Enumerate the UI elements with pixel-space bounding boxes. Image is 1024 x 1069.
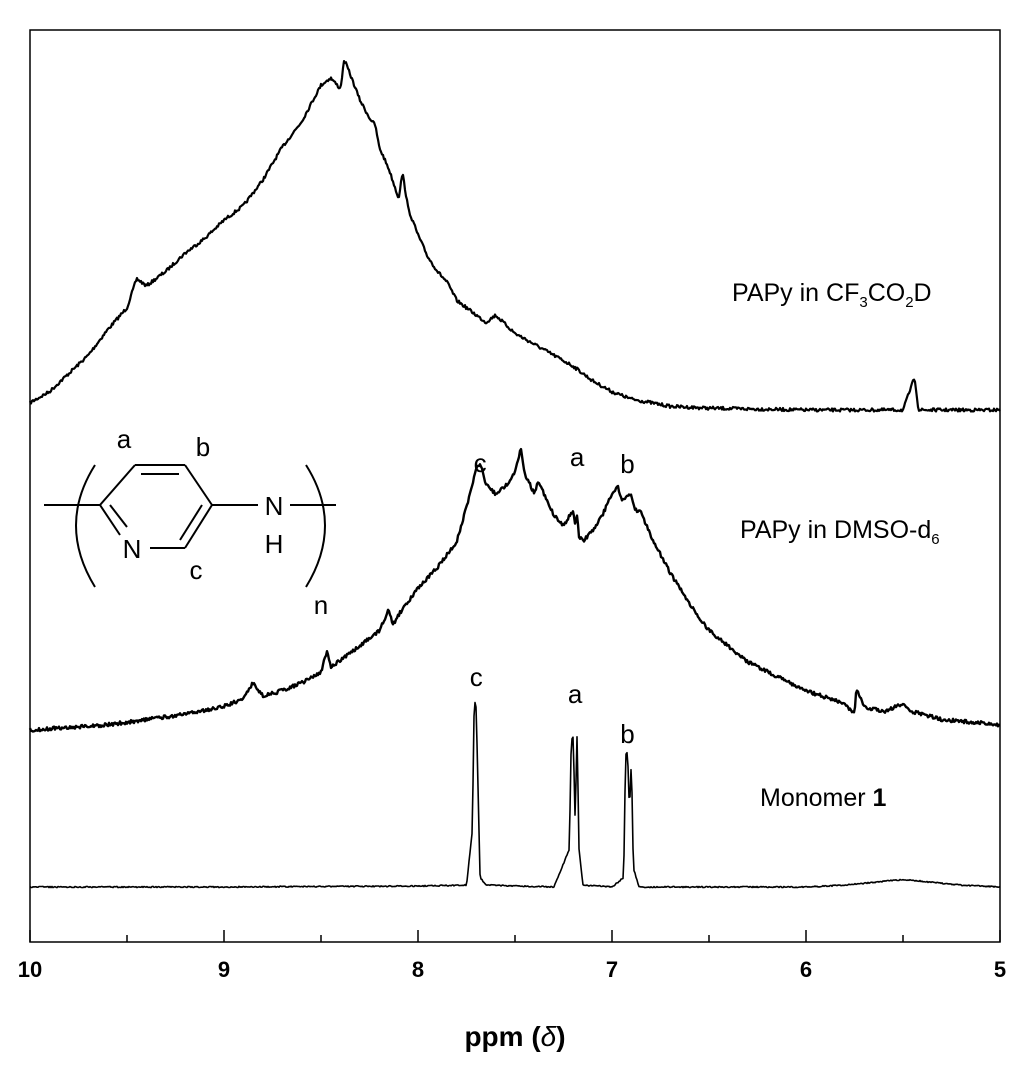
struct-label-a: a: [117, 424, 132, 454]
papy-structure: [44, 464, 336, 588]
struct-amine-n: N: [265, 491, 284, 521]
series-line-monomer-1: [29, 701, 1001, 889]
peak-label-a: a: [568, 679, 583, 709]
ring-double-6: [109, 504, 128, 528]
series-label: PAPy in CF3CO2D: [732, 279, 932, 311]
ring-bond-4: [184, 504, 213, 549]
struct-repeat-n: n: [314, 590, 328, 620]
struct-label-c: c: [190, 555, 203, 585]
struct-label-b: b: [196, 432, 210, 462]
x-tick-label: 5: [994, 957, 1006, 982]
x-tick-label: 9: [218, 957, 230, 982]
peak-label-c: c: [474, 448, 487, 478]
ring-bond-3: [184, 464, 213, 506]
peak-label-a: a: [570, 442, 585, 472]
ring-double-4: [179, 504, 203, 541]
series-labels: PAPy in CF3CO2D PAPy in DMSO-d6 Monomer 1: [732, 279, 940, 812]
x-tick-label: 8: [412, 957, 424, 982]
x-tick-label: 7: [606, 957, 618, 982]
peak-label-c: c: [470, 662, 483, 692]
right-bracket: [305, 464, 326, 588]
struct-amine-h: H: [265, 529, 284, 559]
series-label: PAPy in DMSO-d6: [740, 516, 940, 548]
ring-bond-1: [99, 464, 136, 506]
x-axis-title: ppm (δ): [464, 1021, 565, 1052]
struct-ring-n: N: [123, 534, 142, 564]
x-tick-label: 6: [800, 957, 812, 982]
x-axis-ticks: 10 9 8 7 6 5: [18, 930, 1006, 982]
x-tick-label: 10: [18, 957, 42, 982]
left-bracket: [75, 464, 96, 588]
series-label: Monomer 1: [760, 784, 887, 812]
series-line-papy-in-dmso-d6: [28, 447, 1001, 733]
peak-label-b: b: [620, 449, 634, 479]
peak-label-b: b: [620, 719, 634, 749]
series-layer: [28, 60, 1001, 889]
series-line-papy-in-cf3co2d: [28, 60, 1001, 413]
peak-labels: c a b c a b: [470, 442, 635, 749]
ring-bond-6: [99, 504, 121, 536]
